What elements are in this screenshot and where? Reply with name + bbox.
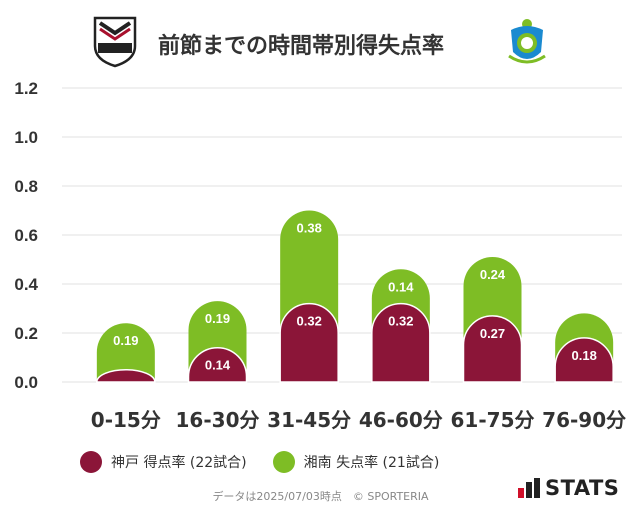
x-tick-label: 61-75分 (451, 408, 535, 432)
value-label-kobe: 0.14 (205, 358, 231, 373)
bars: 0.19 0.19 0.14 0.38 0.32 0.14 0.32 0.24 0.27 0.18 (96, 210, 614, 383)
bar-kobe-4 (462, 315, 523, 383)
value-label-shonan: 0.24 (480, 267, 506, 282)
stats-bars-icon (518, 478, 540, 498)
title-row: 前節までの時間帯別得失点率 (0, 14, 641, 70)
bar-kobe-5 (554, 337, 614, 383)
value-label-kobe: 0.18 (572, 348, 597, 363)
legend: 神戸 得点率 (22試合) 湘南 失点率 (21試合) (80, 450, 465, 474)
bar-kobe-2 (279, 302, 339, 383)
vissel-kobe-logo (93, 16, 137, 68)
stats-logo: STATS (518, 476, 619, 500)
x-tick-label: 16-30分 (176, 408, 260, 432)
x-axis-labels: 0-15分 16-30分 31-45分 46-60分 61-75分 76-90分 (91, 408, 626, 432)
bar-kobe-3 (371, 302, 431, 383)
value-label-kobe: 0.32 (388, 314, 413, 329)
x-tick-label: 46-60分 (359, 408, 443, 432)
y-tick-label: 0.4 (14, 275, 38, 294)
value-label-shonan: 0.14 (388, 279, 414, 294)
value-label-kobe: 0.32 (297, 314, 322, 329)
footer-credit: データは2025/07/03時点 © SPORTERIA (212, 490, 429, 503)
bar-kobe-0 (96, 369, 156, 383)
y-tick-label: 1.2 (14, 79, 38, 98)
y-tick-label: 0.2 (14, 324, 38, 343)
chart-title: 前節までの時間帯別得失点率 (158, 34, 445, 59)
x-tick-label: 76-90分 (542, 408, 626, 432)
y-axis-ticks: 1.2 1.0 0.8 0.6 0.4 0.2 0.0 (14, 79, 38, 392)
shonan-bellmare-logo (508, 19, 546, 64)
legend-item-shonan: 湘南 失点率 (21試合) (272, 451, 440, 473)
y-tick-label: 1.0 (14, 128, 38, 147)
y-tick-label: 0.6 (14, 226, 38, 245)
x-tick-label: 0-15分 (91, 408, 161, 432)
y-tick-label: 0.0 (14, 373, 38, 392)
legend-label-kobe: 神戸 得点率 (22試合) (111, 455, 247, 471)
chart: 1.21.00.80.60.40.20.0 0.190.190.140.380.… (14, 79, 626, 432)
value-label-kobe: 0.27 (480, 326, 505, 341)
y-tick-label: 0.8 (14, 177, 38, 196)
value-label-shonan: 0.19 (113, 333, 138, 348)
legend-item-kobe: 神戸 得点率 (22試合) (80, 451, 247, 473)
legend-swatch-shonan (272, 451, 295, 473)
legend-label-shonan: 湘南 失点率 (21試合) (303, 455, 440, 471)
legend-swatch-kobe (80, 451, 102, 473)
value-label-shonan: 0.19 (205, 311, 230, 326)
value-label-shonan: 0.38 (297, 221, 322, 236)
stats-logo-text: STATS (545, 476, 620, 500)
bar-shonan-0 (96, 323, 155, 382)
bar-kobe-1 (187, 347, 248, 383)
x-tick-label: 31-45分 (267, 408, 351, 432)
